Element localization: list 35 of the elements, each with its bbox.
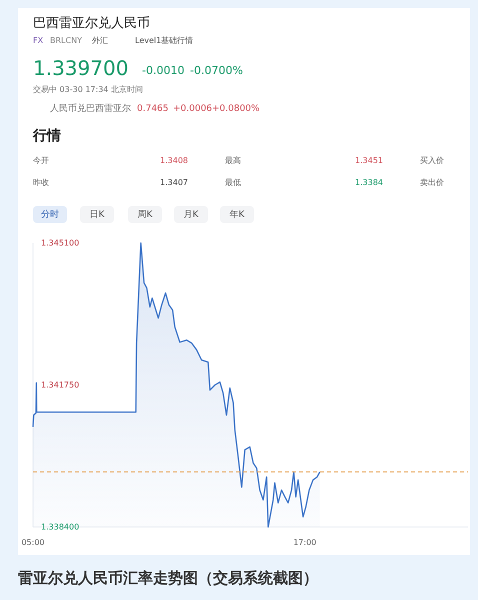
text: +0.0800% [212, 104, 260, 114]
text: 昨收 [33, 178, 49, 187]
text: 今开 [33, 156, 49, 165]
text: 卖出价 [420, 178, 444, 187]
text: 行情 [32, 128, 61, 144]
text: +0.0006 [173, 104, 212, 114]
text: 日K [90, 210, 106, 220]
text: 1.3407 [160, 178, 188, 187]
text: 年K [230, 209, 246, 220]
text: 1.3408 [160, 156, 188, 165]
text: FX [33, 36, 44, 45]
text: Level1基础行情 [135, 36, 194, 45]
text: 分时 [41, 209, 59, 220]
text: 买入价 [420, 156, 444, 165]
text: 交易中 03-30 17:34 北京时间 [33, 85, 143, 94]
text: 外汇 [92, 36, 108, 45]
text: 周K [138, 209, 154, 220]
x-tick-label: 17:00 [293, 538, 316, 547]
x-tick-label: 05:00 [21, 538, 45, 547]
text: 最高 [225, 156, 241, 165]
text: 1.3384 [355, 178, 383, 187]
y-tick-label: 1.341750 [41, 380, 80, 390]
text: 1.339700 [33, 56, 128, 80]
text: 0.7465 [137, 104, 168, 114]
y-tick-label: 1.345100 [41, 238, 80, 248]
text: 1.3451 [355, 156, 383, 165]
text: 月K [184, 210, 200, 220]
text: -0.0010 [142, 64, 184, 77]
text: -0.0700% [190, 64, 243, 77]
y-tick-label: 1.338400 [41, 522, 80, 532]
chart-title: 巴西雷亚尔兑人民币 [33, 16, 150, 31]
text: BRLCNY [50, 36, 82, 45]
text: 雷亚尔兑人民币汇率走势图（交易系统截图） [18, 569, 318, 587]
text: 最低 [225, 178, 241, 187]
text: 人民币兑巴西雷亚尔 [50, 103, 131, 114]
